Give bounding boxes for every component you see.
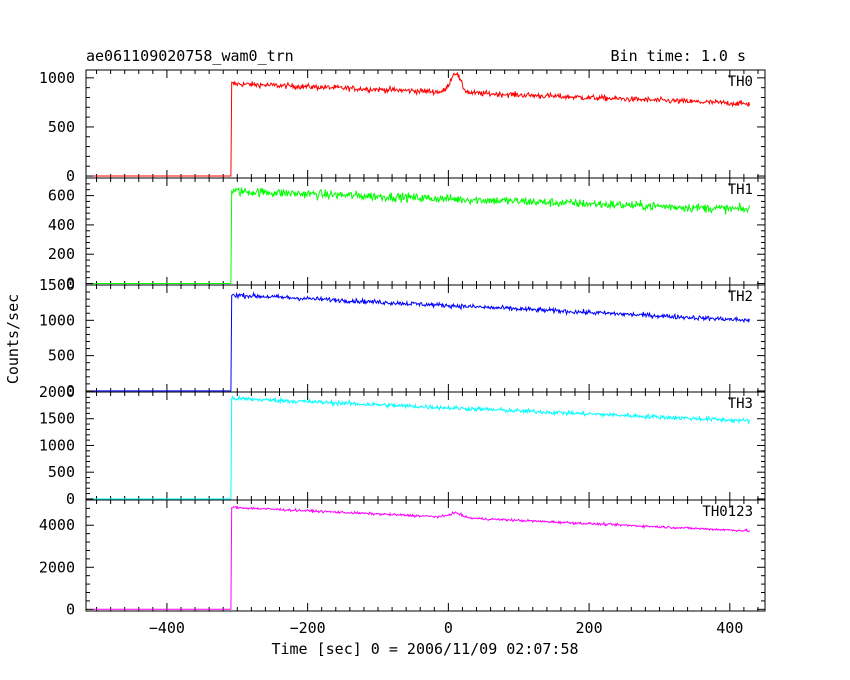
series-label-th0123: TH0123 bbox=[702, 504, 753, 520]
y-tick-label: 200 bbox=[48, 245, 75, 263]
x-tick-label: 200 bbox=[576, 619, 603, 637]
y-tick-label: 0 bbox=[66, 275, 75, 293]
y-tick-label: 4000 bbox=[39, 516, 75, 534]
series-label-th3: TH3 bbox=[728, 396, 753, 412]
panel-frame-th1 bbox=[85, 177, 766, 286]
series-label-th0: TH0 bbox=[728, 74, 753, 90]
series-line-th3 bbox=[93, 395, 750, 500]
y-tick-label: 2000 bbox=[39, 383, 75, 401]
series-line-th0123 bbox=[93, 505, 750, 610]
x-axis-label: Time [sec] 0 = 2006/11/09 02:07:58 bbox=[271, 640, 578, 658]
panel-frame-th0 bbox=[85, 69, 766, 179]
y-tick-label: 0 bbox=[66, 600, 75, 618]
series-label-th1: TH1 bbox=[728, 182, 753, 198]
y-tick-label: 0 bbox=[66, 167, 75, 185]
y-tick-label: 600 bbox=[48, 187, 75, 205]
y-tick-label: 1000 bbox=[39, 436, 75, 454]
y-tick-label: 0 bbox=[66, 382, 75, 400]
bin-time-label: Bin time: 1.0 s bbox=[611, 47, 746, 65]
y-tick-label: 1500 bbox=[39, 276, 75, 294]
y-tick-label: 2000 bbox=[39, 558, 75, 576]
series-line-th1 bbox=[93, 186, 750, 284]
y-tick-label: 500 bbox=[48, 118, 75, 136]
series-label-th2: TH2 bbox=[728, 289, 753, 305]
x-tick-label: −200 bbox=[290, 619, 326, 637]
y-tick-label: 500 bbox=[48, 463, 75, 481]
panel-frame-th0123 bbox=[85, 499, 766, 612]
series-line-th0 bbox=[93, 72, 750, 177]
y-axis-label: Counts/sec bbox=[4, 294, 22, 384]
x-tick-label: 0 bbox=[444, 619, 453, 637]
y-tick-label: 1000 bbox=[39, 69, 75, 87]
series-line-th2 bbox=[93, 291, 750, 392]
panel-frame-th2 bbox=[85, 284, 766, 393]
y-tick-label: 1500 bbox=[39, 410, 75, 428]
x-tick-label: 400 bbox=[716, 619, 743, 637]
chart-title: ae061109020758_wam0_trn bbox=[86, 47, 294, 65]
panel-frame-th3 bbox=[85, 391, 766, 501]
y-tick-label: 400 bbox=[48, 216, 75, 234]
y-tick-label: 1000 bbox=[39, 311, 75, 329]
x-tick-label: −400 bbox=[149, 619, 185, 637]
y-tick-label: 0 bbox=[66, 490, 75, 508]
y-tick-label: 500 bbox=[48, 347, 75, 365]
